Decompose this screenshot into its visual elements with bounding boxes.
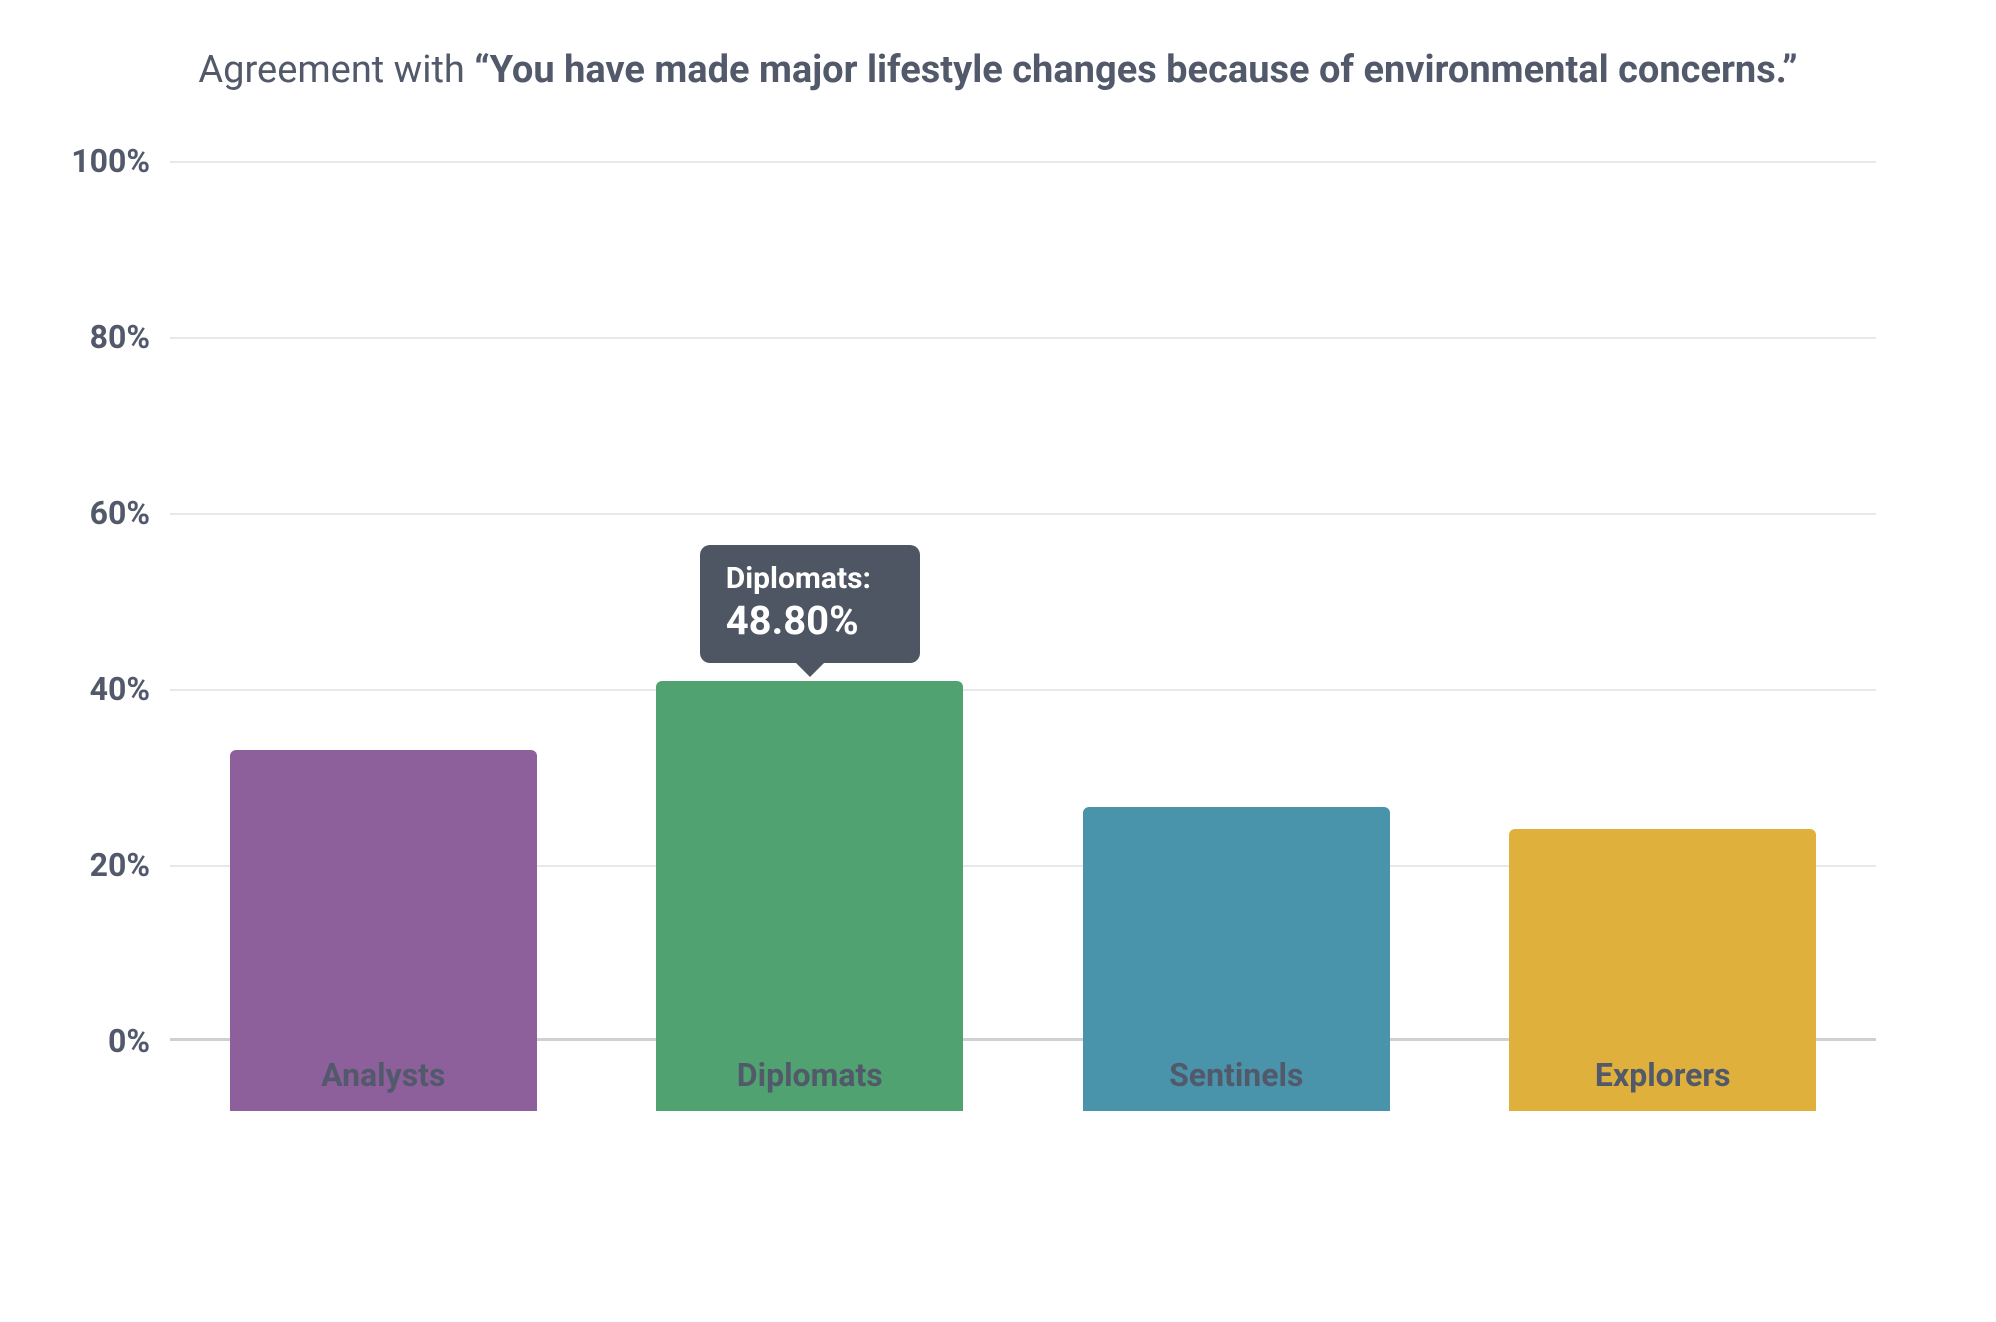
x-axis-label: Diplomats [597, 1056, 1024, 1094]
x-axis-labels: AnalystsDiplomatsSentinelsExplorers [170, 1056, 1876, 1094]
bar-slot: Diplomats:48.80% [597, 231, 1024, 1111]
chart-title-prefix: Agreement with [198, 48, 474, 92]
gridline [170, 161, 1876, 163]
tooltip: Diplomats:48.80% [700, 545, 920, 663]
chart-container: Agreement with “You have made major life… [0, 0, 1996, 1322]
bars-row: Diplomats:48.80% [170, 231, 1876, 1111]
bar-slot [170, 231, 597, 1111]
bar-diplomats[interactable]: Diplomats:48.80% [656, 681, 963, 1110]
y-axis-label: 100% [71, 142, 150, 180]
y-axis-label: 80% [90, 318, 150, 356]
x-axis-label: Explorers [1450, 1056, 1877, 1094]
bar-slot [1450, 231, 1877, 1111]
tooltip-value: 48.80% [726, 597, 894, 645]
chart-title-bold: “You have made major lifestyle changes b… [474, 48, 1797, 92]
y-axis-label: 0% [108, 1022, 150, 1060]
bar-slot [1023, 231, 1450, 1111]
chart-title: Agreement with “You have made major life… [80, 40, 1916, 101]
plot-area: 0%20%40%60%80%100% Diplomats:48.80% Anal… [170, 161, 1876, 1111]
x-axis-label: Sentinels [1023, 1056, 1450, 1094]
y-axis-label: 40% [90, 670, 150, 708]
tooltip-label: Diplomats: [726, 561, 894, 597]
y-axis-label: 60% [90, 494, 150, 532]
y-axis-label: 20% [90, 846, 150, 884]
x-axis-label: Analysts [170, 1056, 597, 1094]
